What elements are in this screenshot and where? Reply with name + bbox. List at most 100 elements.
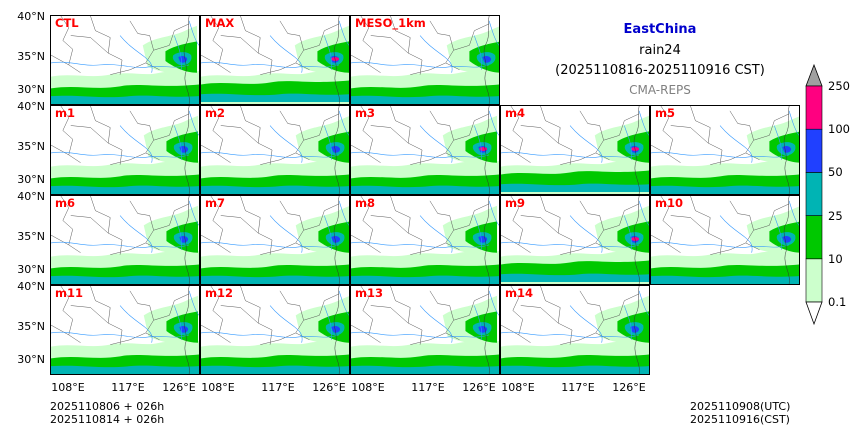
lat-tick-label: 30°N — [17, 83, 45, 96]
panel-label: m14 — [505, 286, 533, 300]
rivers — [51, 200, 199, 253]
colorbar — [805, 63, 823, 326]
rivers — [201, 110, 349, 163]
rivers — [501, 200, 649, 253]
panel-label: m3 — [355, 106, 375, 120]
coastline — [483, 196, 490, 284]
map-panel: CTL — [50, 15, 200, 105]
rain-area — [782, 236, 792, 243]
precipitation-map — [51, 16, 199, 104]
valid-time-utc: 2025110908(UTC) — [690, 400, 791, 413]
map-panel: MAX — [200, 15, 350, 105]
lat-tick-label: 40°N — [17, 10, 45, 23]
province-borders — [501, 286, 640, 345]
precipitation-map — [501, 286, 649, 374]
map-panel: m12 — [200, 285, 350, 375]
rain-area — [651, 275, 799, 284]
precipitation-map — [651, 196, 799, 284]
map-panel: m6 — [50, 195, 200, 285]
rivers — [201, 290, 349, 343]
rain-area — [351, 365, 499, 374]
province-borders — [201, 16, 340, 75]
rain-area — [482, 56, 492, 63]
map-panel: m5 — [650, 105, 800, 195]
panel-label: m7 — [205, 196, 225, 210]
panel-label: m6 — [55, 196, 75, 210]
rivers — [201, 20, 349, 73]
coastline — [183, 16, 190, 104]
rain-area — [201, 275, 349, 284]
panel-label: m10 — [655, 196, 683, 210]
map-panel: m9 — [500, 195, 650, 285]
precipitation-map — [51, 106, 199, 194]
lon-tick-label: 126°E — [162, 381, 196, 394]
coastline — [633, 286, 640, 374]
province-borders — [51, 16, 190, 75]
rivers — [351, 200, 499, 253]
precipitation-map — [501, 106, 649, 194]
precipitation-map — [651, 106, 799, 194]
colorbar-bin — [805, 258, 823, 303]
lon-tick-label: 117°E — [561, 381, 595, 394]
coastline — [333, 286, 340, 374]
rain-area — [501, 183, 649, 193]
lon-tick-label: 117°E — [411, 381, 445, 394]
rivers — [51, 20, 199, 73]
panel-label: m5 — [655, 106, 675, 120]
colorbar-level-label: 50 — [828, 165, 843, 180]
map-panel: m14 — [500, 285, 650, 375]
rain-area — [201, 93, 349, 103]
rain-area — [331, 326, 341, 333]
precipitation-map — [351, 196, 499, 284]
map-panel: m3 — [350, 105, 500, 195]
rain-area — [51, 185, 199, 194]
colorbar-level-label: 0.1 — [828, 295, 847, 309]
lon-tick-label: 108°E — [51, 381, 85, 394]
rivers — [501, 290, 649, 343]
province-borders — [51, 106, 190, 165]
lon-tick-label: 126°E — [312, 381, 346, 394]
rain-area — [351, 95, 499, 104]
coastline — [633, 106, 640, 194]
panel-label: MESO_1km — [355, 16, 426, 30]
map-panel: MESO_1km — [350, 15, 500, 105]
rain-area — [351, 275, 499, 284]
coastline — [783, 106, 790, 194]
rivers — [351, 20, 499, 73]
rivers — [651, 110, 799, 163]
map-panel: m8 — [350, 195, 500, 285]
rain-area — [51, 95, 199, 104]
colorbar-over-arrow — [805, 63, 823, 87]
province-borders — [351, 106, 490, 165]
panel-label: m12 — [205, 286, 233, 300]
coastline — [333, 196, 340, 284]
rain-area — [782, 146, 792, 153]
init-time-2: 2025110814 + 026h — [50, 413, 165, 426]
coastline — [183, 196, 190, 284]
precipitation-map — [201, 106, 349, 194]
coastline — [483, 16, 490, 104]
lat-tick-label: 35°N — [17, 140, 45, 153]
lat-tick-label: 40°N — [17, 100, 45, 113]
precipitation-map — [501, 196, 649, 284]
coastline — [333, 106, 340, 194]
rain-area — [201, 185, 349, 194]
province-borders — [351, 16, 490, 75]
coastline — [333, 16, 340, 104]
precipitation-map — [201, 286, 349, 374]
period-title: (2025110816-2025110916 CST) — [555, 63, 765, 78]
colorbar-bin — [805, 128, 823, 173]
coastline — [183, 106, 190, 194]
rain-area — [331, 236, 341, 243]
map-panel: m1 — [50, 105, 200, 195]
map-panel: m4 — [500, 105, 650, 195]
colorbar-level-label: 25 — [828, 208, 843, 223]
map-panel: m10 — [650, 195, 800, 285]
panel-label: m2 — [205, 106, 225, 120]
panel-label: m4 — [505, 106, 525, 120]
panel-label: m1 — [55, 106, 75, 120]
coastline — [633, 196, 640, 284]
rain-area — [331, 146, 341, 153]
heavy-rain-core — [479, 147, 488, 151]
rain-area — [501, 365, 649, 374]
